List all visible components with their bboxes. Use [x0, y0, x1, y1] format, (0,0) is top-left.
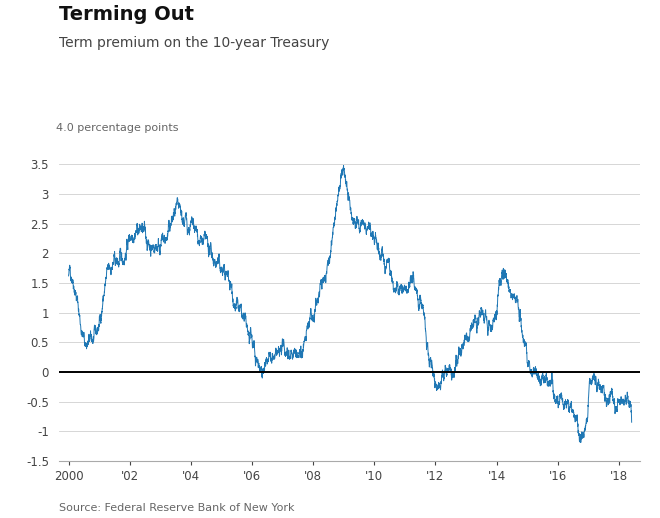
Text: Terming Out: Terming Out	[59, 5, 195, 24]
Text: Source: Federal Reserve Bank of New York: Source: Federal Reserve Bank of New York	[59, 503, 295, 513]
Text: 4.0 percentage points: 4.0 percentage points	[57, 123, 179, 133]
Text: Term premium on the 10-year Treasury: Term premium on the 10-year Treasury	[59, 36, 330, 50]
